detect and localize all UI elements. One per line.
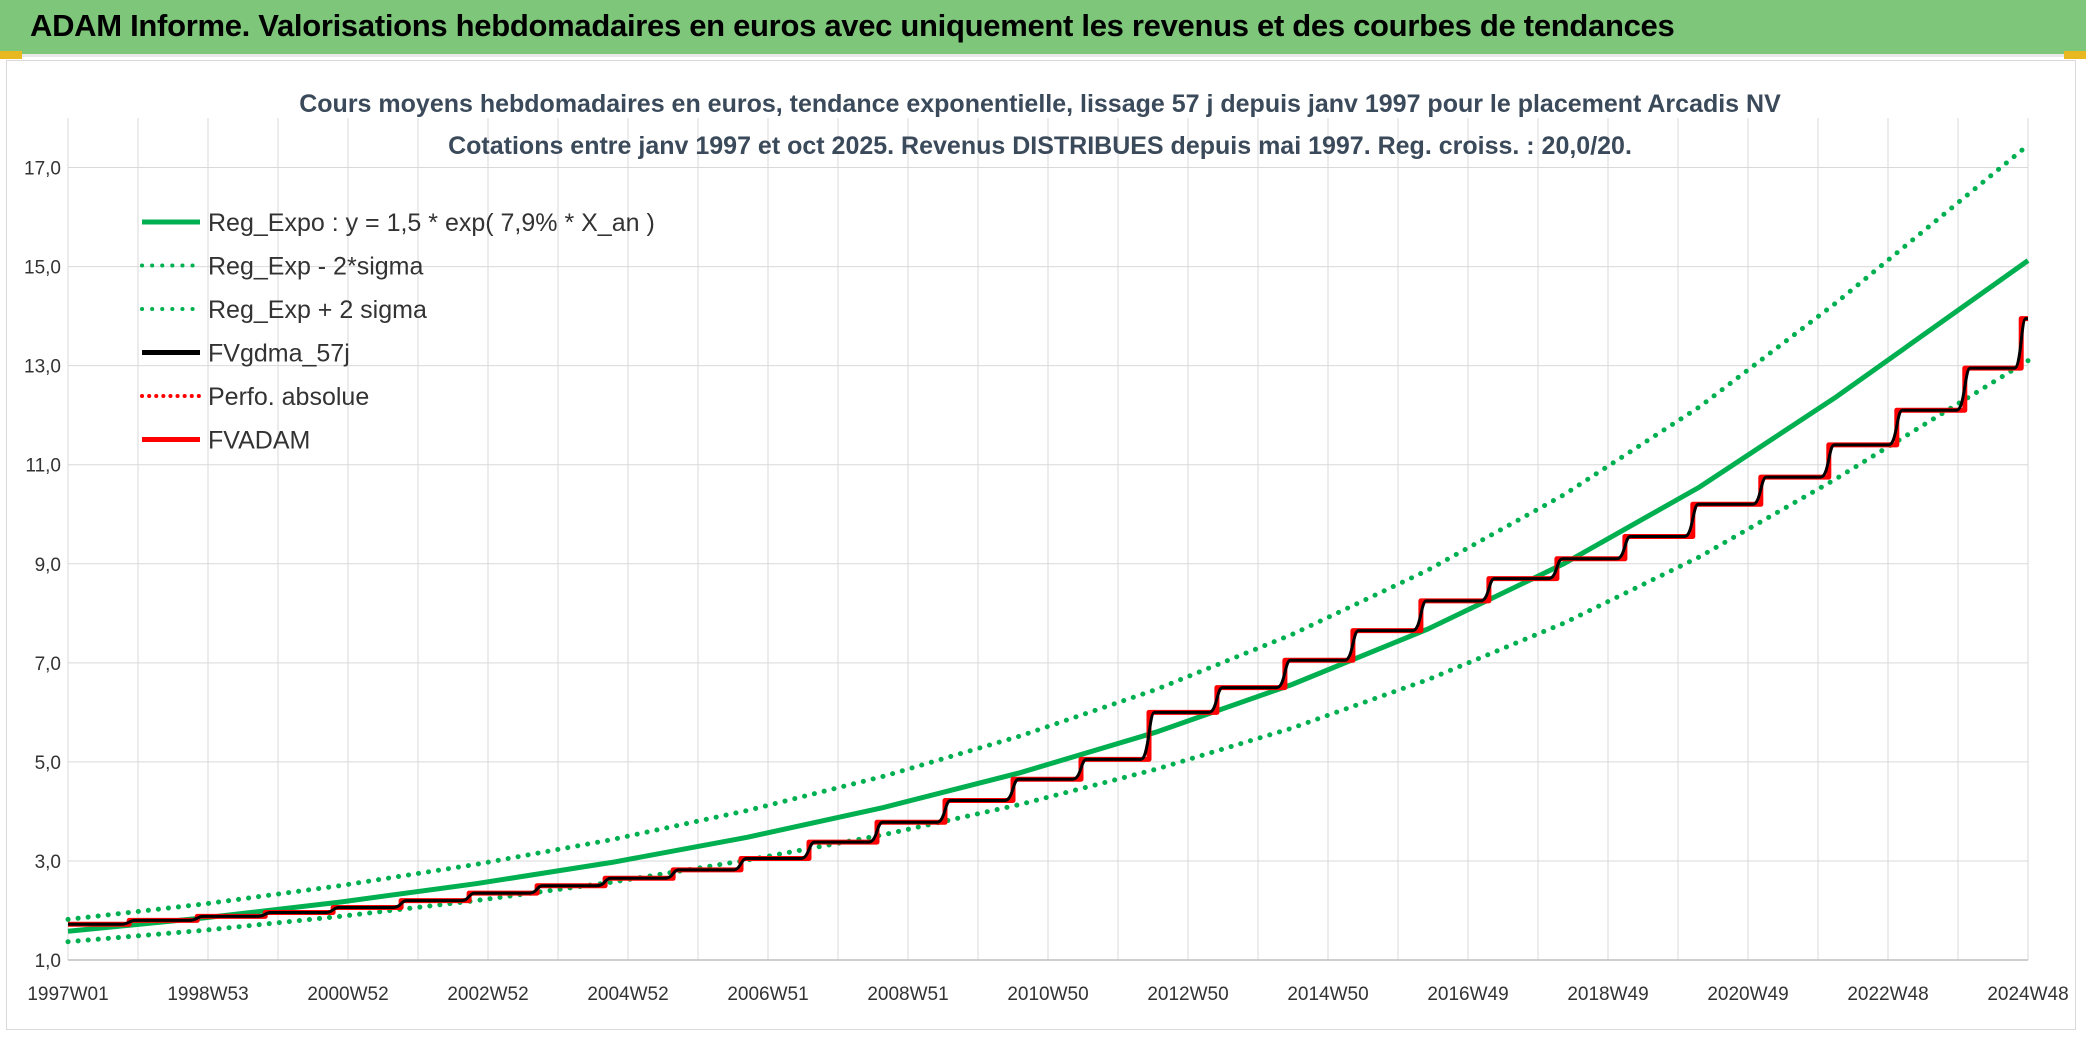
report-title: ADAM Informe. Valorisations hebdomadaire… — [30, 8, 1675, 43]
x-tick-label: 2002W52 — [447, 984, 528, 1005]
y-tick-label: 15,0 — [24, 258, 61, 279]
x-tick-label: 1997W01 — [27, 984, 108, 1005]
x-tick-label: 2008W51 — [867, 984, 948, 1005]
x-tick-label: 1998W53 — [167, 984, 248, 1005]
legend-label: Perfo. absolue — [208, 383, 369, 411]
legend: Reg_Expo : y = 1,5 * exp( 7,9% * X_an ) R… — [140, 209, 655, 455]
series-lines — [65, 142, 2031, 945]
y-tick-label: 9,0 — [35, 555, 61, 576]
corner-mark-right — [2064, 51, 2086, 59]
x-tick-label: 2018W49 — [1567, 984, 1648, 1005]
x-tick-label: 2016W49 — [1427, 984, 1508, 1005]
y-tick-label: 3,0 — [35, 852, 61, 873]
y-tick-label: 13,0 — [24, 357, 61, 378]
x-axis-ticks: 1997W01 1998W53 2000W52 2002W52 2004W52 2006W… — [27, 984, 2068, 1005]
legend-label: Reg_Exp - 2*sigma — [208, 253, 423, 281]
series-reg-exp-plus-2sigma — [65, 142, 2031, 922]
gridlines — [67, 118, 2029, 961]
x-tick-label: 2022W48 — [1847, 984, 1928, 1005]
series-reg-expo — [67, 258, 2030, 934]
x-tick-label: 2004W52 — [587, 984, 668, 1005]
report-banner: ADAM Informe. Valorisations hebdomadaire… — [0, 0, 2086, 57]
chart-frame — [6, 60, 2076, 1030]
y-axis-ticks: 1,0 3,0 5,0 7,0 9,0 11,0 13,0 15,0 17,0 — [24, 159, 61, 972]
x-tick-label: 2012W50 — [1147, 984, 1228, 1005]
x-tick-label: 2010W50 — [1007, 984, 1088, 1005]
y-tick-label: 5,0 — [35, 753, 61, 774]
corner-mark-left — [0, 51, 22, 59]
legend-label: FVgdma_57j — [208, 340, 350, 368]
x-tick-label: 2014W50 — [1287, 984, 1368, 1005]
chart-subtitle: Cotations entre janv 1997 et oct 2025. R… — [448, 132, 1632, 160]
x-tick-label: 2020W49 — [1707, 984, 1788, 1005]
x-tick-label: 2000W52 — [307, 984, 388, 1005]
chart-title: Cours moyens hebdomadaires en euros, ten… — [299, 90, 1781, 118]
y-tick-label: 11,0 — [25, 456, 61, 477]
y-tick-label: 17,0 — [24, 159, 61, 180]
legend-label: FVADAM — [208, 427, 310, 455]
y-tick-label: 7,0 — [35, 654, 61, 675]
series-fvgdma-57j — [68, 317, 2028, 926]
x-tick-label: 2024W48 — [1987, 984, 2068, 1005]
series-reg-exp-minus-2sigma — [65, 358, 2031, 945]
x-tick-label: 2006W51 — [727, 984, 808, 1005]
legend-label: Reg_Exp + 2 sigma — [208, 296, 427, 324]
legend-label: Reg_Expo : y = 1,5 * exp( 7,9% * X_an ) — [208, 209, 655, 237]
y-tick-label: 1,0 — [35, 951, 61, 972]
